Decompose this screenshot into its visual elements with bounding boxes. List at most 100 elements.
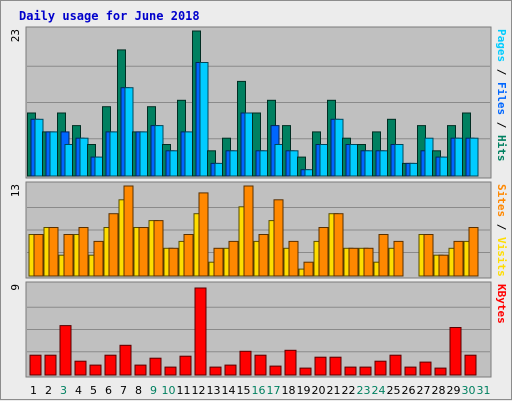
bar-kbytes-day-8 — [134, 364, 147, 376]
bar-pages-day-14 — [229, 150, 239, 177]
bar-sites-day-29 — [453, 240, 464, 277]
panel-hits: 23 Pages / Files / Hits — [9, 26, 508, 179]
bar-pages-day-1 — [34, 118, 44, 177]
panel-kbytes: 9 KBytes — [9, 281, 508, 378]
bar-pages-day-24 — [379, 150, 389, 177]
bar-kbytes-day-5 — [89, 364, 102, 376]
bar-sites-day-18 — [288, 240, 299, 277]
x-tick-label-day-8: 8 — [135, 384, 142, 397]
x-tick-label-day-28: 28 — [432, 384, 446, 397]
x-tick-label-day-3: 3 — [60, 384, 67, 397]
bar-kbytes-day-23 — [359, 366, 372, 376]
bar-pages-day-21 — [334, 118, 344, 177]
bar-pages-day-8 — [139, 131, 149, 177]
bar-kbytes-day-6 — [104, 354, 117, 376]
panel-hits-max-label: 23 — [9, 29, 22, 42]
bar-kbytes-day-20 — [314, 356, 327, 376]
panel-visits-max-label: 13 — [9, 184, 22, 197]
bar-sites-day-8 — [138, 227, 149, 277]
bar-kbytes-day-24 — [374, 360, 387, 376]
x-tick-label-day-9: 9 — [150, 384, 157, 397]
x-tick-label-day-6: 6 — [105, 384, 112, 397]
bar-pages-day-30 — [469, 137, 479, 177]
axis-title-part: Sites — [495, 184, 508, 217]
x-tick-label-day-4: 4 — [75, 384, 82, 397]
bar-sites-day-21 — [333, 213, 344, 277]
x-tick-label-day-24: 24 — [372, 384, 386, 397]
bar-sites-day-23 — [363, 247, 374, 277]
axis-title-part: Hits — [495, 135, 508, 162]
bar-kbytes-day-27 — [419, 361, 432, 376]
bar-kbytes-day-13 — [209, 366, 222, 376]
axis-title-part: Visits — [495, 237, 508, 277]
bar-sites-day-4 — [78, 227, 89, 277]
bar-kbytes-day-4 — [74, 360, 87, 376]
bar-sites-day-12 — [198, 192, 209, 277]
bar-pages-day-3 — [64, 144, 74, 177]
bar-pages-day-12 — [199, 62, 209, 177]
bar-pages-day-9 — [154, 125, 164, 177]
bar-sites-day-17 — [273, 199, 284, 277]
bar-kbytes-day-14 — [224, 364, 237, 376]
bar-kbytes-day-17 — [269, 365, 282, 376]
x-tick-label-day-30: 30 — [462, 384, 476, 397]
bar-pages-day-15 — [244, 112, 254, 177]
bar-kbytes-day-16 — [254, 354, 267, 376]
panel-visits-axis-title: Sites / Visits — [495, 184, 508, 277]
bar-kbytes-day-30 — [464, 354, 477, 376]
x-tick-label-day-12: 12 — [192, 384, 206, 397]
bar-kbytes-day-2 — [44, 354, 57, 376]
bar-sites-day-14 — [228, 240, 239, 277]
x-tick-label-day-7: 7 — [120, 384, 127, 397]
bar-kbytes-day-7 — [119, 344, 132, 376]
bar-sites-day-20 — [318, 227, 329, 277]
x-tick-label-day-5: 5 — [90, 384, 97, 397]
bar-pages-day-22 — [349, 144, 359, 177]
x-tick-label-day-20: 20 — [312, 384, 326, 397]
x-tick-label-day-19: 19 — [297, 384, 311, 397]
bar-pages-day-7 — [124, 87, 134, 177]
bar-sites-day-2 — [48, 227, 59, 277]
x-tick-label-day-29: 29 — [447, 384, 461, 397]
bar-kbytes-day-29 — [449, 327, 462, 376]
x-tick-label-day-31: 31 — [477, 384, 491, 397]
panel-kbytes-max-label: 9 — [9, 284, 22, 291]
bar-pages-day-17 — [274, 144, 284, 177]
bar-sites-day-27 — [423, 234, 434, 277]
panel-kbytes-axis-title: KBytes — [495, 284, 508, 324]
bar-pages-day-19 — [304, 169, 314, 177]
x-tick-label-day-15: 15 — [237, 384, 251, 397]
axis-title-part: / — [495, 217, 508, 237]
bar-pages-day-6 — [109, 131, 119, 177]
bar-kbytes-day-22 — [344, 366, 357, 376]
x-tick-label-day-14: 14 — [222, 384, 236, 397]
axis-title-part: / — [495, 62, 508, 82]
bar-pages-day-20 — [319, 144, 329, 177]
bar-kbytes-day-21 — [329, 356, 342, 376]
panel-hits-axis-title: Pages / Files / Hits — [495, 29, 508, 162]
bar-pages-day-26 — [409, 162, 419, 177]
bar-kbytes-day-12 — [194, 287, 207, 376]
bar-pages-day-18 — [289, 150, 299, 177]
bar-sites-day-1 — [33, 234, 44, 277]
panel-visits: 13 Sites / Visits — [9, 181, 508, 279]
bar-sites-day-7 — [123, 185, 134, 277]
x-tick-label-day-11: 11 — [177, 384, 191, 397]
bar-sites-day-9 — [153, 220, 164, 277]
bar-sites-day-5 — [93, 240, 104, 277]
x-tick-label-day-22: 22 — [342, 384, 356, 397]
chart-panels: 23 Pages / Files / Hits 13 Sites / Visits 9 K… — [9, 26, 508, 378]
bar-kbytes-day-26 — [404, 366, 417, 376]
bar-sites-day-22 — [348, 247, 359, 277]
x-tick-label-day-16: 16 — [252, 384, 266, 397]
x-tick-label-day-1: 1 — [30, 384, 37, 397]
bar-kbytes-day-3 — [59, 325, 72, 376]
bar-kbytes-day-10 — [164, 366, 177, 376]
x-axis-labels: 1 2 3 4 5 6 7 8 9 10 11 12 13 14 15 16 17 18 19 20 21 22 23 24 2… — [30, 384, 491, 397]
x-tick-label-day-23: 23 — [357, 384, 371, 397]
bar-pages-day-13 — [214, 162, 224, 177]
bar-sites-day-30 — [468, 227, 479, 277]
bar-sites-day-24 — [378, 234, 389, 277]
chart-title: Daily usage for June 2018 — [19, 9, 200, 23]
